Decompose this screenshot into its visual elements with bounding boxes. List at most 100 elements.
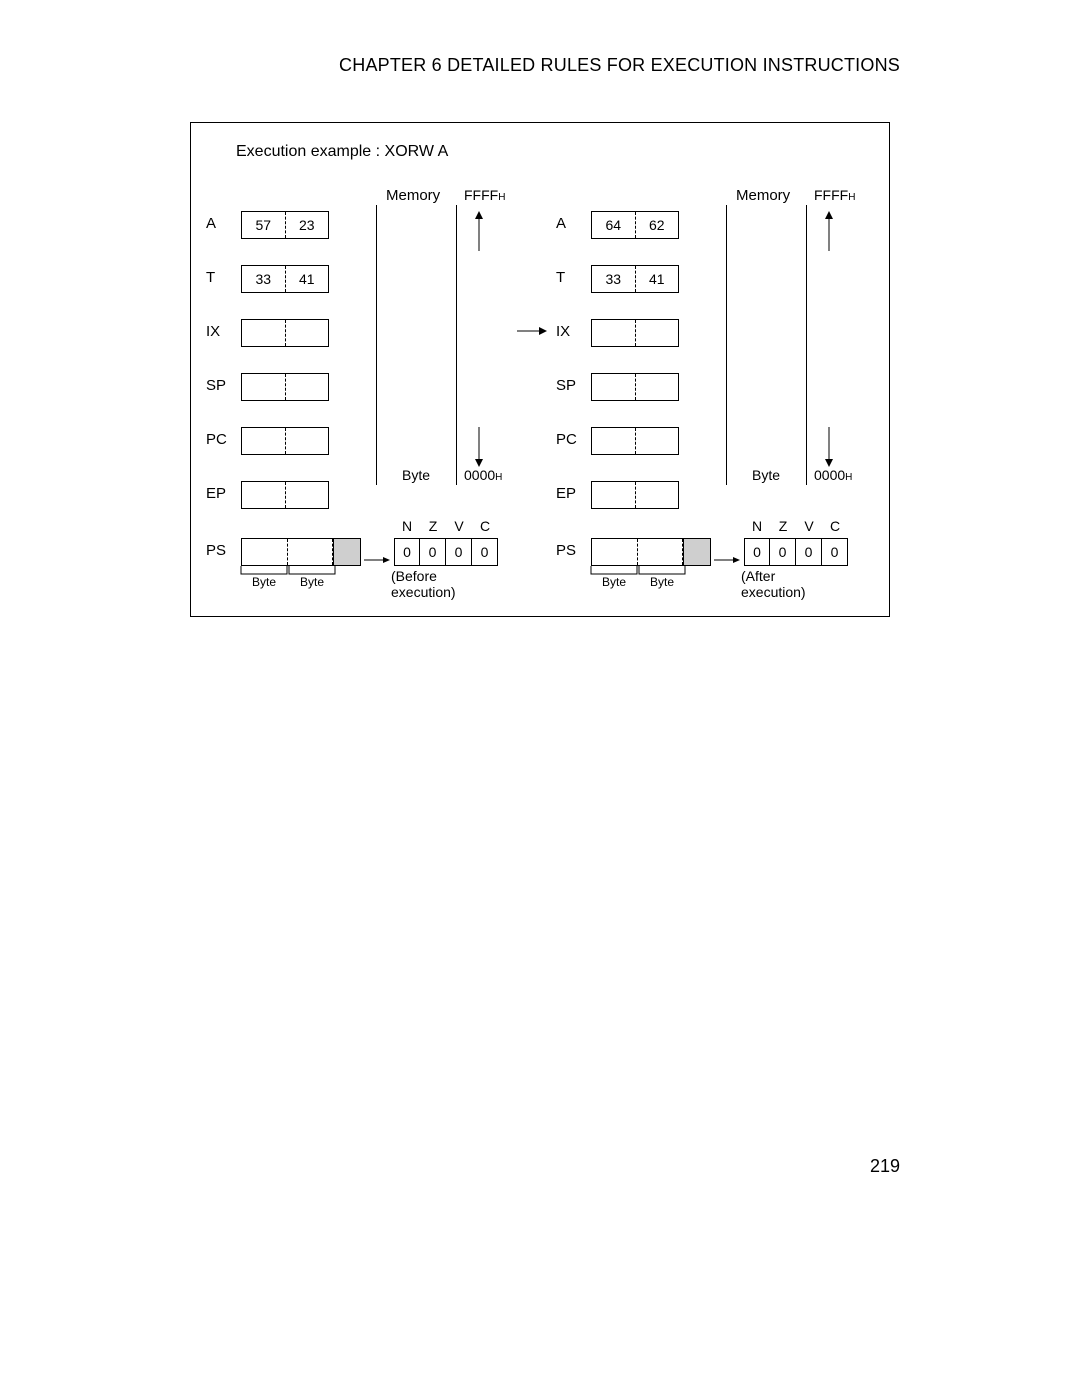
memory-bar-right <box>456 205 457 485</box>
flag-values: 0 0 0 0 <box>394 538 498 566</box>
ps-arrow <box>714 550 740 556</box>
addr-bot-sub: H <box>495 472 502 483</box>
reg-label-sp: SP <box>206 377 236 394</box>
panel-after: Memory FFFFH 0000H Byte A 64 62 <box>546 183 886 603</box>
ps-shaded <box>683 539 710 565</box>
reg-t-lo: 41 <box>286 266 329 292</box>
reg-box-ep <box>591 481 679 509</box>
reg-a-hi: 57 <box>242 212 286 238</box>
reg-label-a: A <box>206 215 236 232</box>
reg-label-pc: PC <box>556 431 586 448</box>
reg-box-a: 64 62 <box>591 211 679 239</box>
reg-label-ps: PS <box>206 542 236 559</box>
memory-arrow-up <box>474 211 484 251</box>
flag-c: 0 <box>472 538 498 566</box>
ps-byte-2 <box>288 539 334 565</box>
figure-box: Execution example : XORW A Memory FFFFH … <box>190 122 890 617</box>
flag-header-z: Z <box>420 518 446 534</box>
reg-a-lo: 23 <box>286 212 329 238</box>
memory-addr-top: FFFFH <box>464 187 505 203</box>
addr-top-val: FFFF <box>464 187 498 203</box>
reg-label-sp: SP <box>556 377 586 394</box>
reg-box-ix <box>241 319 329 347</box>
ps-byte-label-1: Byte <box>602 575 626 589</box>
reg-box-sp <box>591 373 679 401</box>
reg-label-ep: EP <box>206 485 236 502</box>
flag-n: 0 <box>394 538 420 566</box>
addr-top-sub: H <box>498 192 505 203</box>
flag-v: 0 <box>796 538 822 566</box>
ps-byte-label-2: Byte <box>650 575 674 589</box>
reg-box-t: 33 41 <box>591 265 679 293</box>
reg-label-a: A <box>556 215 586 232</box>
memory-label: Memory <box>386 187 440 204</box>
reg-t-lo: 41 <box>636 266 679 292</box>
addr-bot-val: 0000 <box>814 467 845 483</box>
memory-arrow-down <box>824 427 834 467</box>
reg-box-a: 57 23 <box>241 211 329 239</box>
ps-byte-label-2: Byte <box>300 575 324 589</box>
reg-label-ep: EP <box>556 485 586 502</box>
addr-top-sub: H <box>848 192 855 203</box>
reg-ep-hi <box>592 482 636 508</box>
ps-byte-brackets: Byte Byte <box>241 566 361 588</box>
addr-bot-sub: H <box>845 472 852 483</box>
flag-header-v: V <box>446 518 472 534</box>
ps-byte-label-1: Byte <box>252 575 276 589</box>
flag-header-c: C <box>822 518 848 534</box>
reg-box-sp <box>241 373 329 401</box>
ps-byte-1 <box>242 539 288 565</box>
reg-t-hi: 33 <box>242 266 286 292</box>
after-caption: (After execution) <box>741 568 806 600</box>
ps-box <box>241 538 361 566</box>
reg-ep-hi <box>242 482 286 508</box>
memory-addr-bot: 0000H <box>814 467 852 483</box>
reg-box-ix <box>591 319 679 347</box>
addr-bot-val: 0000 <box>464 467 495 483</box>
reg-ix-lo <box>636 320 679 346</box>
flag-v: 0 <box>446 538 472 566</box>
reg-label-t: T <box>206 269 236 286</box>
reg-t-hi: 33 <box>592 266 636 292</box>
reg-label-ix: IX <box>206 323 236 340</box>
page-number: 219 <box>870 1156 900 1177</box>
flag-n: 0 <box>744 538 770 566</box>
flag-values: 0 0 0 0 <box>744 538 848 566</box>
memory-arrow-down <box>474 427 484 467</box>
reg-label-pc: PC <box>206 431 236 448</box>
reg-label-ix: IX <box>556 323 586 340</box>
reg-a-hi: 64 <box>592 212 636 238</box>
addr-top-val: FFFF <box>814 187 848 203</box>
ps-box <box>591 538 711 566</box>
flag-header-n: N <box>744 518 770 534</box>
reg-ix-hi <box>242 320 286 346</box>
ps-arrow <box>364 550 390 556</box>
flag-z: 0 <box>770 538 796 566</box>
reg-sp-hi <box>592 374 636 400</box>
flag-header-n: N <box>394 518 420 534</box>
page: CHAPTER 6 DETAILED RULES FOR EXECUTION I… <box>0 0 1080 1397</box>
reg-pc-hi <box>592 428 636 454</box>
memory-byte-label: Byte <box>752 467 780 483</box>
reg-ix-hi <box>592 320 636 346</box>
ps-shaded <box>333 539 360 565</box>
ps-byte-2 <box>638 539 684 565</box>
memory-addr-bot: 0000H <box>464 467 502 483</box>
reg-a-lo: 62 <box>636 212 679 238</box>
memory-bar-left <box>376 205 377 485</box>
reg-box-pc <box>241 427 329 455</box>
memory-bar-left <box>726 205 727 485</box>
flag-header-v: V <box>796 518 822 534</box>
memory-addr-top: FFFFH <box>814 187 855 203</box>
memory-label: Memory <box>736 187 790 204</box>
reg-box-t: 33 41 <box>241 265 329 293</box>
panel-before: Memory FFFFH 0000H Byte A 57 23 <box>196 183 536 603</box>
reg-pc-hi <box>242 428 286 454</box>
reg-ep-lo <box>286 482 329 508</box>
reg-sp-hi <box>242 374 286 400</box>
reg-pc-lo <box>636 428 679 454</box>
reg-pc-lo <box>286 428 329 454</box>
reg-ix-lo <box>286 320 329 346</box>
reg-box-pc <box>591 427 679 455</box>
reg-sp-lo <box>286 374 329 400</box>
